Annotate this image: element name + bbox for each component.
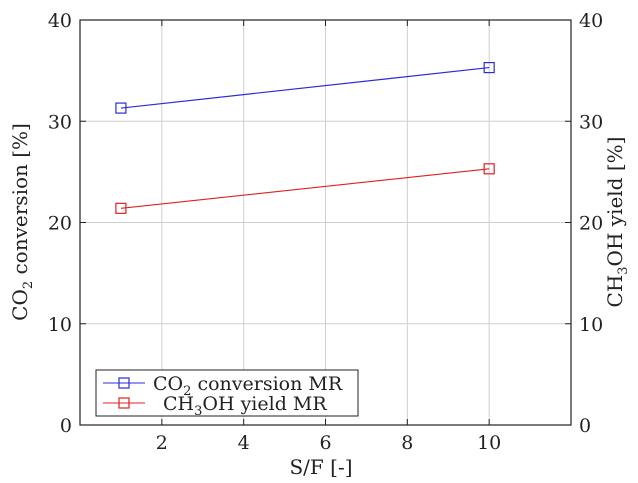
y-tick-label-right: 20: [579, 213, 603, 235]
legend-label-ch3oh: CH3OH yield MR: [163, 393, 327, 419]
legend-marker-ch3oh: [118, 397, 130, 409]
y-tick-label-right: 0: [579, 415, 591, 437]
y-tick-label-right: 40: [579, 10, 603, 32]
y-tick-label-left: 40: [48, 10, 72, 32]
legend-marker-co2: [118, 377, 130, 389]
y-tick-label-right: 30: [579, 111, 603, 133]
x-tick-label: 4: [238, 432, 250, 454]
legend-entry-co2: CO2 conversion MR: [103, 373, 343, 399]
series-line-0: [120, 66, 490, 109]
grid: [80, 20, 571, 425]
legend-box: [95, 369, 359, 417]
legend-label-co2: CO2 conversion MR: [153, 373, 343, 399]
y-axis-label-right: CH3OH yield [%]: [603, 137, 631, 308]
legend-entry-ch3oh: CH3OH yield MR: [103, 393, 327, 419]
data-point-0-0: [115, 102, 127, 114]
data-point-1-0: [115, 202, 127, 214]
y-tick-label-left: 20: [48, 213, 72, 235]
legend: CO2 conversion MR CH3OH yield MR: [95, 369, 359, 419]
y-axis-label-left: CO2 conversion [%]: [8, 123, 36, 321]
y-tick-label-left: 30: [48, 111, 72, 133]
y-tick-label-right: 10: [579, 314, 603, 336]
series-layer: [115, 61, 495, 214]
data-point-1-1: [483, 163, 495, 175]
x-tick-label: 2: [156, 432, 168, 454]
x-axis-label: S/F [-]: [289, 455, 352, 479]
ticks: 2 4 6 8 10 0 0 10 10 20 20 30 30 40 40: [48, 10, 603, 454]
data-point-0-1: [483, 61, 495, 74]
y-tick-label-left: 0: [60, 415, 72, 437]
x-tick-label: 8: [401, 432, 413, 454]
series-line-1: [120, 168, 490, 209]
y-tick-label-left: 10: [48, 314, 72, 336]
x-tick-label: 6: [319, 432, 331, 454]
x-tick-label: 10: [477, 432, 501, 454]
